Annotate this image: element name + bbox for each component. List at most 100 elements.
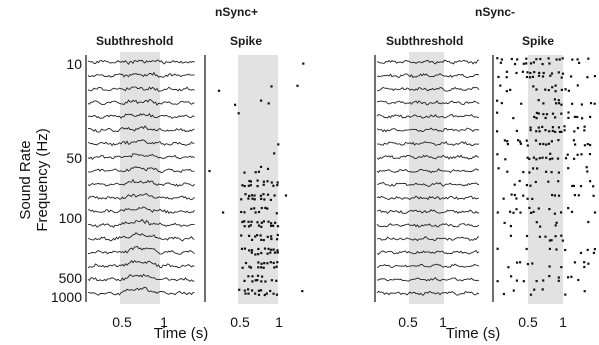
subthreshold-trace: [376, 73, 480, 78]
spike-mark: [273, 194, 276, 197]
subthreshold-trace: [87, 259, 195, 269]
spike-mark: [564, 88, 567, 91]
spike-mark: [496, 111, 499, 114]
spike-mark: [592, 251, 595, 254]
x-tick-label: 1: [160, 314, 168, 330]
spike-mark: [525, 139, 528, 142]
spike-mark: [240, 198, 243, 201]
spike-mark: [571, 58, 574, 61]
spike-mark: [513, 63, 517, 66]
spike-mark: [526, 156, 529, 159]
spike-mark: [553, 98, 556, 101]
spike-mark: [567, 167, 570, 170]
spike-mark: [254, 211, 257, 214]
spike-mark: [257, 247, 260, 251]
subthreshold-traces-nsync-plus: [87, 59, 195, 296]
spike-mark: [587, 57, 590, 60]
x-tick-label: 0.5: [518, 314, 538, 330]
spike-mark: [496, 211, 499, 214]
spike-mark: [522, 194, 525, 197]
spike-mark: [257, 224, 261, 227]
spike-mark: [570, 275, 573, 278]
spike-mark: [564, 248, 567, 252]
spike-mark: [541, 156, 544, 159]
spike-mark: [260, 221, 263, 224]
spike-mark: [519, 142, 522, 145]
spike-mark: [573, 157, 576, 160]
spike-mark: [567, 111, 570, 114]
spike-mark: [259, 165, 263, 168]
subthreshold-trace: [376, 276, 480, 282]
spike-mark: [587, 220, 590, 224]
subthreshold-trace: [376, 100, 480, 106]
spike-mark: [264, 206, 267, 209]
spike-mark: [557, 99, 560, 102]
spike-mark: [553, 194, 556, 197]
spike-mark: [551, 86, 554, 89]
subthreshold-trace: [87, 113, 195, 119]
spike-mark: [561, 57, 564, 60]
spike-mark: [243, 171, 246, 174]
spike-mark: [248, 234, 251, 237]
spike-mark: [253, 198, 256, 201]
x-tick-label: 0.5: [398, 314, 418, 330]
spike-mark: [247, 184, 250, 187]
spike-mark: [260, 251, 263, 255]
subthreshold-trace: [87, 59, 195, 65]
spike-mark: [566, 153, 569, 156]
y-axis-label-line2: Frequency (Hz): [34, 128, 51, 231]
spike-mark: [262, 220, 265, 223]
spike-mark: [548, 265, 551, 268]
spike-mark: [270, 237, 273, 241]
spike-mark: [544, 116, 547, 120]
spike-mark: [560, 103, 563, 106]
spike-mark: [525, 57, 528, 60]
spike-mark: [549, 74, 552, 77]
spike-mark: [516, 261, 519, 264]
subthreshold-trace: [87, 178, 195, 187]
spike-mark: [539, 57, 542, 61]
spike-mark: [557, 139, 560, 142]
spike-mark: [538, 142, 542, 146]
spike-mark: [525, 75, 529, 79]
spike-mark: [583, 265, 586, 269]
spike-mark: [535, 117, 538, 120]
spike-mark: [586, 248, 589, 251]
x-tick-label: 0.5: [112, 314, 132, 330]
spike-mark: [240, 234, 243, 237]
spike-mark: [550, 171, 553, 174]
spike-mark: [263, 247, 267, 250]
subthreshold-trace: [87, 71, 195, 78]
subthreshold-trace: [376, 154, 480, 160]
spike-mark: [267, 247, 270, 250]
spike-mark: [509, 88, 512, 91]
spike-mark: [589, 115, 592, 118]
spike-mark: [526, 71, 529, 74]
spike-mark: [276, 238, 279, 241]
spike-mark: [503, 221, 506, 224]
spike-mark: [249, 180, 252, 183]
spike-mark: [567, 207, 570, 210]
spike-mark: [505, 90, 508, 93]
subthreshold-trace: [87, 218, 195, 228]
spike-mark: [264, 280, 267, 283]
spike-mark: [510, 193, 513, 196]
spike-mark: [262, 183, 265, 186]
spike-mark: [579, 185, 583, 188]
subthreshold-trace: [376, 195, 480, 201]
spike-mark: [505, 76, 508, 79]
spike-mark: [272, 224, 275, 227]
spike-mark: [526, 263, 529, 266]
spike-mark: [554, 130, 557, 133]
spike-mark: [506, 140, 509, 143]
spike-mark: [249, 266, 253, 269]
spike-mark: [548, 275, 551, 278]
subthreshold-trace: [376, 236, 480, 242]
spike-mark: [249, 224, 252, 227]
spike-mark: [560, 88, 563, 91]
spike-mark: [573, 194, 576, 197]
spike-mark: [256, 274, 260, 277]
spike-mark: [257, 266, 260, 269]
spike-mark: [270, 279, 273, 282]
spike-mark: [586, 143, 589, 146]
